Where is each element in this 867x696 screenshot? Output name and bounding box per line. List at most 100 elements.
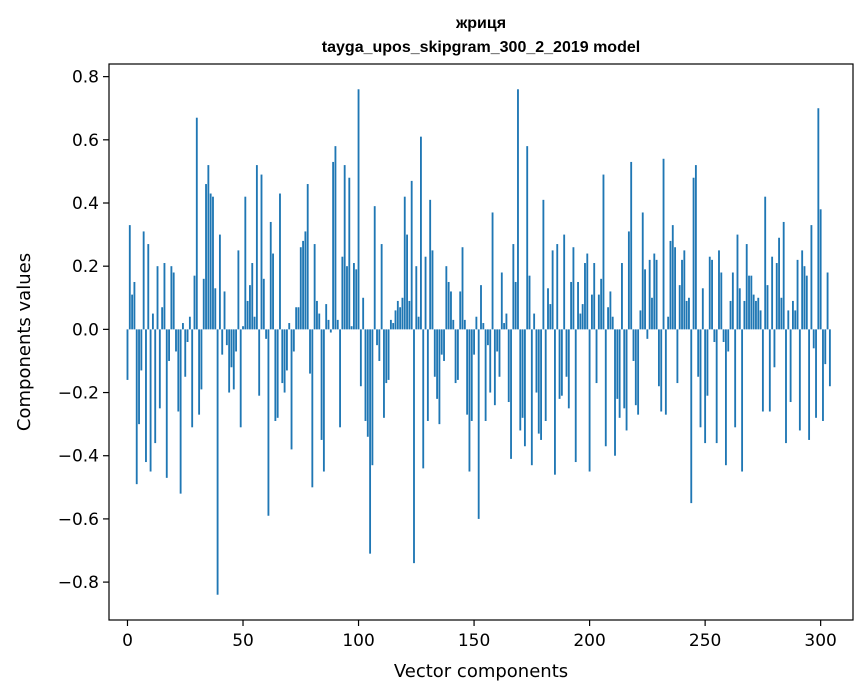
bar [819,209,822,330]
bar [683,250,686,330]
bar [399,307,402,330]
bar [302,240,305,330]
bar [470,329,473,421]
bar [780,297,783,330]
bar [212,196,214,330]
bar [627,231,630,330]
bar [755,300,757,330]
y-axis-ticks: −0.8 −0.6 −0.4 −0.2 0.0 0.2 0.4 0.6 0.8 [58,68,109,593]
bar [376,329,378,346]
y-tick-label: 0.6 [72,131,99,151]
bar [775,263,778,330]
bar [574,329,577,463]
bar [808,329,811,440]
bar [348,177,351,330]
bar [318,313,321,330]
bar [161,307,164,330]
bar [436,329,439,399]
bar [798,329,801,431]
bar [745,244,748,330]
bar [826,272,829,330]
bar [607,307,610,330]
bar [151,313,154,330]
bar [313,244,316,330]
bar [572,247,575,330]
bar [295,307,298,330]
bar [279,193,281,330]
bar [320,329,323,440]
bar [359,329,362,387]
bar [706,329,709,396]
y-tick-label: 0.2 [72,257,99,277]
bar [420,136,422,330]
bar [761,329,764,412]
bar [484,329,487,421]
bar [600,278,603,330]
bar [549,304,552,330]
bar [558,329,561,399]
bar [316,300,318,330]
bar [487,329,489,346]
bar [332,161,335,330]
bar [655,259,658,330]
y-tick-label: −0.8 [58,573,99,593]
bar [544,329,547,421]
x-tick-label: 150 [458,631,490,651]
bar [722,329,725,342]
bar [708,256,711,330]
bar [193,275,196,330]
bar [408,300,411,330]
bar [639,310,642,330]
y-tick-label: −0.6 [58,510,99,530]
bar [179,329,182,494]
bar [325,304,328,330]
bar [364,329,367,421]
bar [135,329,138,485]
bar [729,300,732,330]
bar [815,329,817,418]
bar [644,269,646,330]
bar [586,253,589,330]
bar [530,329,533,466]
bar [265,329,268,339]
bar [163,263,166,330]
bar [526,146,529,330]
bar [480,285,482,330]
x-tick-label: 50 [232,631,254,651]
bar [678,285,681,330]
bar [438,329,441,425]
bar [267,329,270,516]
bar [817,108,820,330]
bar [200,329,203,390]
bar [456,329,459,380]
bar [602,174,605,330]
bar [794,310,797,330]
bar [646,329,649,339]
bar [454,329,457,384]
bar [184,329,187,377]
bar [556,244,559,330]
bar [584,263,586,330]
bar [565,329,568,377]
bar [579,313,582,330]
bar [154,329,157,444]
bar [126,329,129,380]
bar [232,329,235,390]
bar [172,272,175,330]
bar [182,323,184,330]
bar [701,288,704,330]
bar [759,310,762,330]
bar [249,285,251,330]
bar [274,329,277,421]
bar [477,329,480,519]
bar [551,250,554,330]
bar [473,329,475,355]
bar [188,316,191,330]
bar [329,329,332,333]
bar [609,291,612,330]
bar [357,89,360,330]
y-tick-label: 0.0 [72,320,99,340]
bar [651,297,653,330]
bar [426,329,429,421]
bar [507,329,510,403]
